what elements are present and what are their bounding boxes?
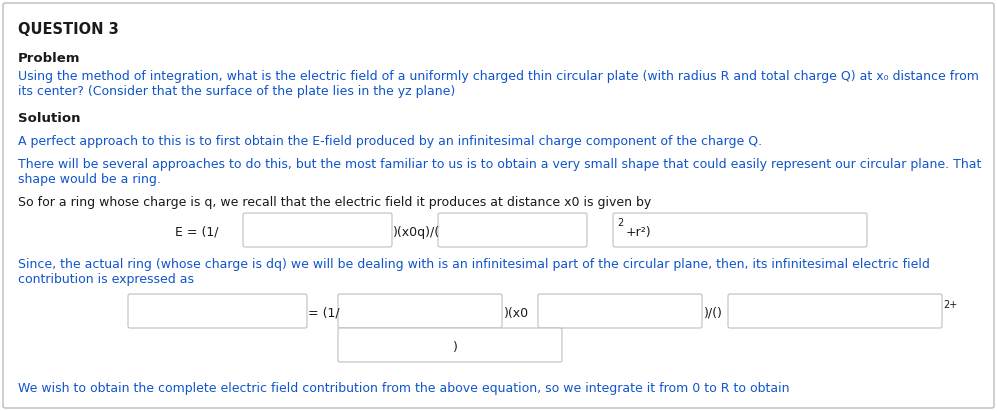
Text: Using the method of integration, what is the electric field of a uniformly charg: Using the method of integration, what is…	[18, 70, 979, 83]
Text: ): )	[453, 340, 458, 353]
FancyBboxPatch shape	[243, 213, 392, 247]
Text: Problem: Problem	[18, 52, 81, 65]
Text: )(x0: )(x0	[504, 307, 529, 319]
FancyBboxPatch shape	[3, 3, 994, 408]
Text: QUESTION 3: QUESTION 3	[18, 22, 119, 37]
Text: Since, the actual ring (whose charge is dq) we will be dealing with is an infini: Since, the actual ring (whose charge is …	[18, 258, 930, 271]
FancyBboxPatch shape	[338, 328, 562, 362]
Text: shape would be a ring.: shape would be a ring.	[18, 173, 161, 186]
Text: +r²): +r²)	[626, 226, 652, 238]
Text: contribution is expressed as: contribution is expressed as	[18, 273, 194, 286]
Text: 2+: 2+	[943, 300, 957, 310]
FancyBboxPatch shape	[538, 294, 702, 328]
Text: We wish to obtain the complete electric field contribution from the above equati: We wish to obtain the complete electric …	[18, 382, 790, 395]
Text: So for a ring whose charge is q, we recall that the electric field it produces a: So for a ring whose charge is q, we reca…	[18, 196, 651, 209]
Text: )/(): )/()	[704, 307, 723, 319]
FancyBboxPatch shape	[438, 213, 587, 247]
Text: There will be several approaches to do this, but the most familiar to us is to o: There will be several approaches to do t…	[18, 158, 981, 171]
Text: = (1/: = (1/	[308, 307, 340, 319]
Text: A perfect approach to this is to first obtain the E-field produced by an infinit: A perfect approach to this is to first o…	[18, 135, 762, 148]
Text: Solution: Solution	[18, 112, 81, 125]
Text: )(x0q)/(: )(x0q)/(	[393, 226, 440, 238]
FancyBboxPatch shape	[128, 294, 307, 328]
Text: its center? (Consider that the surface of the plate lies in the yz plane): its center? (Consider that the surface o…	[18, 85, 456, 98]
FancyBboxPatch shape	[338, 294, 502, 328]
FancyBboxPatch shape	[728, 294, 942, 328]
Text: 2: 2	[617, 218, 623, 228]
Text: E = (1/: E = (1/	[175, 226, 218, 238]
FancyBboxPatch shape	[613, 213, 867, 247]
